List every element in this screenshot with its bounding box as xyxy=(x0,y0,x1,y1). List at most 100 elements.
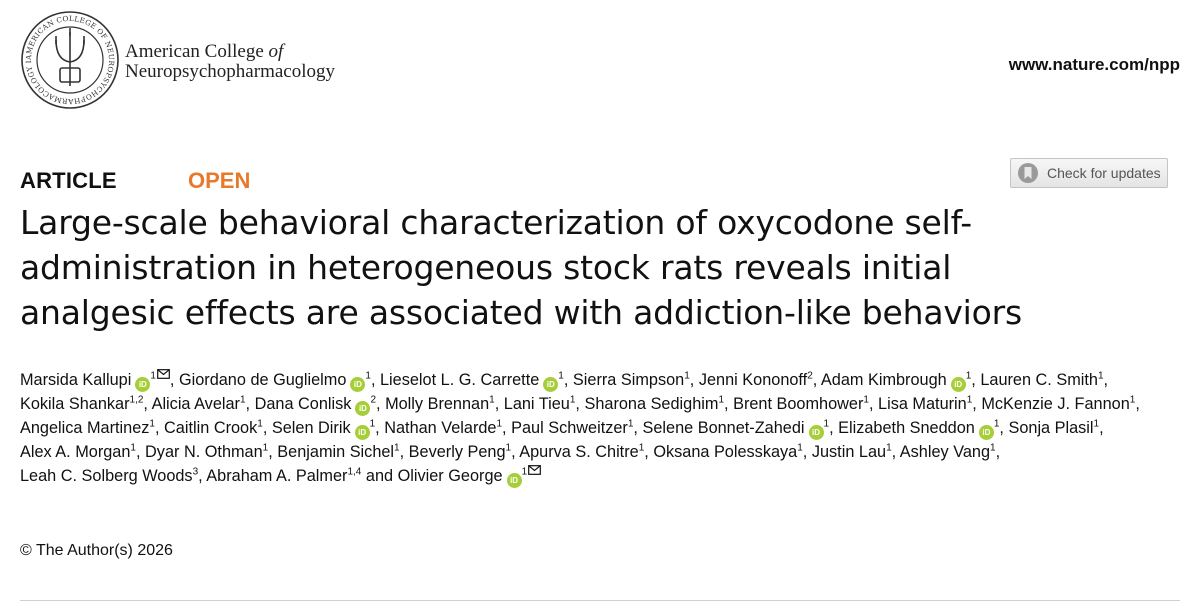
article-type-bar: ARTICLE OPEN Check for updates xyxy=(20,158,1180,198)
author-name[interactable]: Paul Schweitzer1 xyxy=(511,419,633,437)
affiliation-superscript: 1,4 xyxy=(347,466,362,478)
affiliation-superscript: 1 xyxy=(684,370,690,382)
society-name-line2: Neuropsychopharmacology xyxy=(125,61,335,82)
section-divider xyxy=(20,600,1180,601)
author-name[interactable]: Beverly Peng1 xyxy=(409,443,511,461)
orcid-icon[interactable]: iD xyxy=(808,425,824,440)
author-name[interactable]: Selene Bonnet-Zahedi iD1 xyxy=(642,418,830,440)
author-name[interactable]: Leah C. Solberg Woods3 xyxy=(20,467,198,485)
affiliation-superscript: 1 xyxy=(369,418,376,430)
society-name-line1: American College of xyxy=(125,41,284,62)
check-for-updates-label: Check for updates xyxy=(1047,165,1161,181)
author-name[interactable]: Marsida Kallupi iD1 xyxy=(20,368,170,392)
author-name-text: Selene Bonnet-Zahedi xyxy=(642,419,805,437)
author-name[interactable]: McKenzie J. Fannon1 xyxy=(981,395,1135,413)
envelope-icon[interactable] xyxy=(528,464,542,475)
author-name-text: Lieselot L. G. Carrette xyxy=(380,371,540,389)
affiliation-superscript: 1 xyxy=(257,418,263,430)
orcid-icon[interactable]: iD xyxy=(355,401,371,416)
affiliation-superscript: 1,2 xyxy=(129,394,144,406)
author-name[interactable]: Alex A. Morgan1 xyxy=(20,443,136,461)
author-name[interactable]: Sharona Sedighim1 xyxy=(584,395,724,413)
society-seal-logo: AMERICAN COLLEGE OF NEUROPSYCHOPHARMACOL… xyxy=(20,10,119,109)
author-name[interactable]: Selen Dirik iD1 xyxy=(271,418,376,440)
author-name[interactable]: Caitlin Crook1 xyxy=(164,419,263,437)
author-name[interactable]: Jenni Kononoff2 xyxy=(699,371,813,389)
author-name-text: Benjamin Sichel xyxy=(277,443,395,461)
affiliation-superscript: 1 xyxy=(823,418,830,430)
author-name-text: Apurva S. Chitre xyxy=(519,443,639,461)
orcid-icon[interactable]: iD xyxy=(506,473,522,488)
author-name-text: Abraham A. Palmer xyxy=(206,467,348,485)
affiliation-superscript: 1 xyxy=(1097,370,1104,382)
affiliation-superscript: 1 xyxy=(394,442,400,454)
author-name[interactable]: Lieselot L. G. Carrette iD1 xyxy=(380,370,564,392)
author-name-text: Sonja Plasil xyxy=(1008,419,1094,437)
author-name[interactable]: Kokila Shankar1,2 xyxy=(20,395,143,413)
author-name-text: Lauren C. Smith xyxy=(980,371,1098,389)
affiliation-superscript: 1 xyxy=(863,394,869,406)
affiliation-superscript: 1 xyxy=(966,394,973,406)
open-access-label: OPEN xyxy=(188,168,251,193)
copyright-notice: © The Author(s) 2026 xyxy=(20,542,173,559)
affiliation-superscript: 1 xyxy=(886,442,892,454)
affiliation-superscript: 1 xyxy=(262,442,269,454)
author-name[interactable]: Justin Lau1 xyxy=(812,443,892,461)
author-list: Marsida Kallupi iD1, Giordano de Guglielm… xyxy=(20,368,1180,488)
author-name[interactable]: Dana Conlisk iD2 xyxy=(254,394,376,416)
author-name-text: Nathan Velarde xyxy=(384,419,497,437)
author-name[interactable]: Nathan Velarde1 xyxy=(384,419,502,437)
author-name[interactable]: Ashley Vang1 xyxy=(900,443,996,461)
author-name[interactable]: Abraham A. Palmer1,4 xyxy=(206,467,361,485)
envelope-icon[interactable] xyxy=(156,368,170,379)
affiliation-superscript: 1 xyxy=(1093,418,1100,430)
author-name-text: Jenni Kononoff xyxy=(698,371,808,389)
author-name[interactable]: Giordano de Guglielmo iD1 xyxy=(179,371,371,392)
society-name: American College of Neuropsychopharmacol… xyxy=(125,42,335,82)
orcid-icon[interactable]: iD xyxy=(978,425,994,440)
affiliation-superscript: 1 xyxy=(1129,394,1136,406)
author-name-text: Caitlin Crook xyxy=(164,419,258,437)
title-line: analgesic effects are associated with ad… xyxy=(20,293,1022,332)
bookmark-icon xyxy=(1018,163,1038,183)
author-name[interactable]: Lisa Maturin1 xyxy=(878,395,972,413)
author-name[interactable]: Lani Tieu1 xyxy=(504,395,576,413)
check-for-updates-button[interactable]: Check for updates xyxy=(1010,158,1168,188)
author-name[interactable]: Molly Brennan1 xyxy=(385,395,495,413)
orcid-icon[interactable]: iD xyxy=(950,377,966,392)
orcid-icon[interactable]: iD xyxy=(135,377,151,392)
author-name-text: Alex A. Morgan xyxy=(20,443,131,461)
author-name[interactable]: Angelica Martinez1 xyxy=(20,419,155,437)
affiliation-superscript: 1 xyxy=(130,442,136,454)
author-name-text: Sierra Simpson xyxy=(572,371,685,389)
author-name[interactable]: Apurva S. Chitre1 xyxy=(519,443,644,461)
affiliation-superscript: 1 xyxy=(558,370,564,382)
journal-url-link[interactable]: www.nature.com/npp xyxy=(1008,55,1180,74)
author-name[interactable]: Lauren C. Smith1 xyxy=(980,371,1103,389)
author-name[interactable]: Alicia Avelar1 xyxy=(152,395,246,413)
orcid-icon[interactable]: iD xyxy=(354,425,370,440)
author-name[interactable]: Elizabeth Sneddon iD1 xyxy=(838,418,1000,440)
author-name[interactable]: Brent Boomhower1 xyxy=(733,395,869,413)
affiliation-superscript: 3 xyxy=(192,466,199,478)
author-name-text: Justin Lau xyxy=(811,443,887,461)
author-name-text: Molly Brennan xyxy=(385,395,490,413)
author-name-text: Dana Conlisk xyxy=(254,395,352,413)
author-name[interactable]: Olivier George iD1 xyxy=(397,464,542,488)
author-name[interactable]: Benjamin Sichel1 xyxy=(277,443,399,461)
orcid-icon[interactable]: iD xyxy=(543,377,559,392)
affiliation-superscript: 1 xyxy=(718,394,725,406)
affiliation-superscript: 2 xyxy=(370,394,376,406)
author-name-text: Selen Dirik xyxy=(271,419,351,437)
author-name[interactable]: Sonja Plasil1 xyxy=(1008,419,1099,437)
author-name-text: Olivier George xyxy=(397,467,503,485)
author-name-text: Adam Kimbrough xyxy=(820,371,947,389)
author-name[interactable]: Dyar N. Othman1 xyxy=(145,443,268,461)
author-name[interactable]: Adam Kimbrough iD1 xyxy=(820,371,971,392)
title-line: administration in heterogeneous stock ra… xyxy=(20,248,952,287)
author-name[interactable]: Oksana Polesskaya1 xyxy=(653,443,802,461)
author-name-text: Paul Schweitzer xyxy=(511,419,628,437)
affiliation-superscript: 1 xyxy=(993,418,1000,430)
orcid-icon[interactable]: iD xyxy=(350,377,366,392)
author-name[interactable]: Sierra Simpson1 xyxy=(573,371,690,389)
